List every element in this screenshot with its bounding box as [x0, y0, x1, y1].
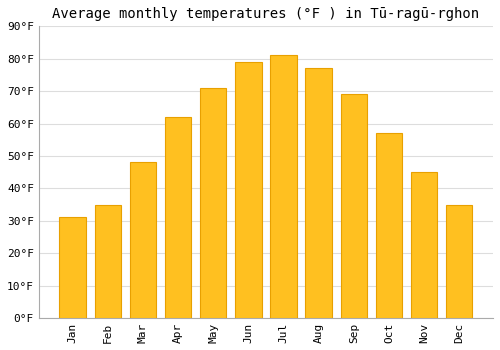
Bar — [270, 55, 296, 318]
Bar — [376, 133, 402, 318]
Bar — [200, 88, 226, 318]
Title: Average monthly temperatures (°F ) in Tū-ragū-rghon: Average monthly temperatures (°F ) in Tū… — [52, 7, 480, 21]
Bar — [130, 162, 156, 318]
Bar — [94, 204, 121, 318]
Bar — [306, 68, 332, 318]
Bar — [340, 94, 367, 318]
Bar — [411, 172, 438, 318]
Bar — [446, 204, 472, 318]
Bar — [60, 217, 86, 318]
Bar — [235, 62, 262, 318]
Bar — [165, 117, 191, 318]
